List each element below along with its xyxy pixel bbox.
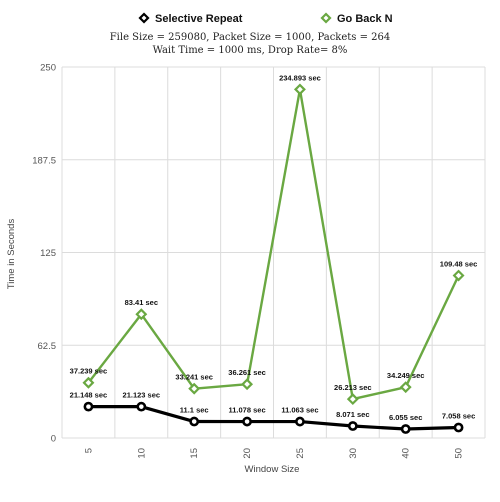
legend-label-selective-repeat: Selective Repeat: [155, 13, 243, 25]
y-tick-label: 250: [40, 63, 56, 74]
data-label-selective-repeat: 8.071 sec: [336, 410, 369, 419]
point-selective-repeat: [242, 416, 252, 427]
plot-area: 0 62.5 125 187.5 250 5 10 15 20 25 30 40 50 21.148 …: [32, 63, 486, 459]
point-selective-repeat: [295, 416, 305, 427]
data-label-go-back-n: 26.213 sec: [334, 383, 372, 392]
legend-item-selective-repeat: Selective Repeat: [138, 12, 243, 25]
series-line-selective-repeat: [88, 405, 459, 431]
x-tick-label: 40: [401, 448, 412, 459]
legend-label-go-back-n: Go Back N: [337, 13, 393, 25]
series-line-go-back-n: [87, 88, 460, 401]
data-label-selective-repeat: 6.055 sec: [389, 413, 422, 422]
point-selective-repeat: [347, 421, 358, 431]
point-selective-repeat: [189, 416, 200, 427]
data-label-go-back-n: 34.249 sec: [387, 371, 425, 380]
x-axis-ticks: 5 10 15 20 25 30 40 50: [83, 448, 464, 459]
y-tick-label: 62.5: [38, 341, 57, 352]
data-label-selective-repeat: 11.1 sec: [180, 406, 209, 415]
data-label-selective-repeat: 11.063 sec: [281, 406, 318, 415]
y-tick-label: 187.5: [32, 155, 56, 166]
x-tick-label: 15: [189, 448, 200, 459]
y-axis-label: Time in Seconds: [6, 219, 17, 290]
chart-subtitle-line-2: Wait Time = 1000 ms, Drop Rate= 8%: [153, 45, 348, 56]
data-label-go-back-n: 83.41 sec: [125, 298, 158, 307]
x-tick-label: 30: [348, 448, 359, 459]
x-tick-label: 10: [136, 448, 147, 459]
point-go-back-n: [188, 382, 201, 395]
x-tick-label: 5: [83, 448, 94, 453]
data-label-selective-repeat: 11.078 sec: [229, 406, 266, 415]
point-go-back-n: [346, 393, 359, 406]
y-tick-label: 0: [51, 434, 56, 445]
x-axis-label: Window Size: [245, 464, 300, 475]
point-selective-repeat: [400, 424, 411, 434]
data-label-selective-repeat: 21.148 sec: [70, 391, 108, 400]
point-selective-repeat: [453, 422, 464, 433]
legend-marker-selective-repeat: [138, 12, 150, 24]
chart-subtitle-line-1: File Size = 259080, Packet Size = 1000, …: [110, 32, 391, 43]
data-label-go-back-n: 37.239 sec: [70, 367, 108, 376]
x-tick-label: 50: [454, 448, 465, 459]
data-label-go-back-n: 234.893 sec: [279, 73, 321, 82]
point-go-back-n: [135, 308, 148, 321]
legend-item-go-back-n: Go Back N: [320, 12, 393, 25]
data-label-go-back-n: 36.261 sec: [228, 368, 266, 377]
point-go-back-n: [293, 83, 306, 96]
point-go-back-n: [452, 269, 465, 282]
data-label-go-back-n: 109.48 sec: [440, 260, 478, 269]
y-tick-label: 125: [40, 248, 56, 259]
x-tick-label: 25: [295, 448, 306, 459]
y-axis-ticks: 0 62.5 125 187.5 250: [32, 63, 56, 445]
legend-marker-go-back-n: [320, 12, 332, 24]
point-selective-repeat: [136, 401, 147, 412]
data-label-selective-repeat: 7.058 sec: [442, 412, 475, 421]
point-go-back-n: [82, 376, 95, 389]
x-tick-label: 20: [242, 448, 253, 459]
data-labels: 21.148 sec 21.123 sec 11.1 sec 11.078 sec 11…: [70, 73, 478, 422]
point-go-back-n: [399, 381, 412, 394]
point-go-back-n: [241, 378, 254, 391]
grid-lines: [61, 66, 486, 439]
legend: Selective Repeat Go Back N: [138, 12, 393, 25]
data-label-go-back-n: 33.241 sec: [175, 373, 213, 382]
series-group: [82, 83, 465, 434]
data-label-selective-repeat: 21.123 sec: [123, 391, 161, 400]
point-selective-repeat: [83, 401, 94, 412]
